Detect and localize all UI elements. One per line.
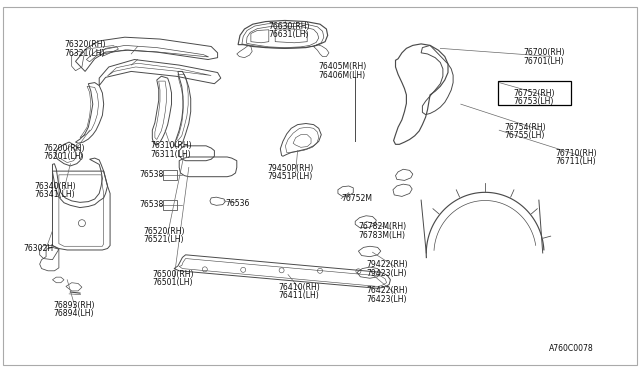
Text: 76311(LH): 76311(LH): [150, 150, 191, 158]
Text: 76423(LH): 76423(LH): [367, 295, 407, 304]
Text: 76200(RH): 76200(RH): [44, 144, 85, 153]
Text: 76536: 76536: [225, 199, 250, 208]
Text: 76538: 76538: [140, 170, 164, 179]
Text: 76406M(LH): 76406M(LH): [319, 71, 366, 80]
Text: 76701(LH): 76701(LH): [524, 57, 564, 65]
Text: 76411(LH): 76411(LH): [278, 291, 319, 300]
Text: 76501(LH): 76501(LH): [152, 278, 193, 287]
Text: 76405M(RH): 76405M(RH): [319, 62, 367, 71]
Text: 76753(LH): 76753(LH): [513, 97, 554, 106]
Text: 76341(LH): 76341(LH): [34, 190, 74, 199]
Text: 76711(LH): 76711(LH): [556, 157, 596, 166]
Text: 76201(LH): 76201(LH): [44, 153, 84, 161]
Text: 76783M(LH): 76783M(LH): [358, 231, 405, 240]
Bar: [163, 200, 177, 210]
Text: 76894(LH): 76894(LH): [53, 310, 93, 318]
Text: 76520(RH): 76520(RH): [143, 227, 185, 236]
Text: 76310(RH): 76310(RH): [150, 141, 192, 150]
Text: 76302H: 76302H: [23, 244, 53, 253]
Text: 76700(RH): 76700(RH): [524, 48, 565, 57]
Text: 76321(LH): 76321(LH): [64, 49, 104, 58]
Text: 76710(RH): 76710(RH): [556, 149, 597, 158]
Text: 76755(LH): 76755(LH): [504, 131, 545, 140]
Text: 76752M: 76752M: [341, 194, 372, 203]
Text: 76752(RH): 76752(RH): [513, 89, 555, 98]
Bar: [498, 81, 571, 105]
Text: 79451P(LH): 79451P(LH): [268, 172, 313, 181]
Text: 79450P(RH): 79450P(RH): [268, 164, 314, 173]
Text: 76782M(RH): 76782M(RH): [358, 222, 406, 231]
Text: 76410(RH): 76410(RH): [278, 283, 320, 292]
Text: 79422(RH): 79422(RH): [367, 260, 408, 269]
Text: 76754(RH): 76754(RH): [504, 123, 546, 132]
Text: 76340(RH): 76340(RH): [34, 182, 76, 191]
Text: 79423(LH): 79423(LH): [367, 269, 407, 278]
Text: 76521(LH): 76521(LH): [143, 235, 184, 244]
Text: 76893(RH): 76893(RH): [53, 301, 95, 310]
Text: 76631(LH): 76631(LH): [269, 30, 309, 39]
Text: 76500(RH): 76500(RH): [152, 270, 194, 279]
Text: 76538: 76538: [140, 200, 164, 209]
Bar: [163, 170, 177, 180]
Text: 76422(RH): 76422(RH): [367, 286, 408, 295]
Text: A760C0078: A760C0078: [549, 344, 594, 353]
Text: 76320(RH): 76320(RH): [64, 40, 106, 49]
Text: 76630(RH): 76630(RH): [269, 22, 310, 31]
